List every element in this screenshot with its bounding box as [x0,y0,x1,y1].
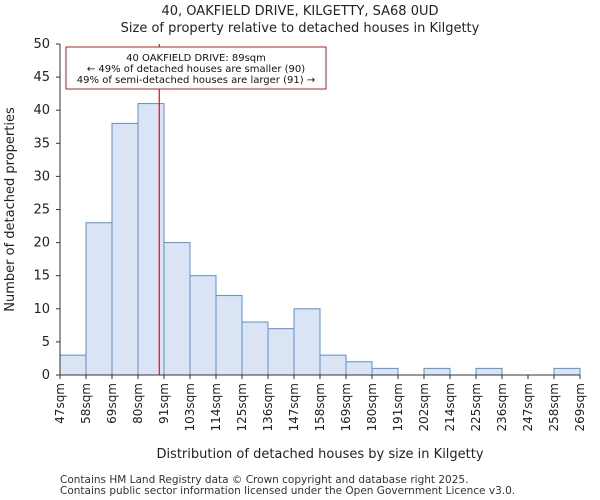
y-tick-label: 50 [33,37,50,52]
x-tick-label: 191sqm [391,383,405,431]
x-tick-label: 69sqm [105,383,119,424]
histogram-bar [371,367,399,376]
x-tick-label: 58sqm [79,383,93,424]
histogram-bar [111,122,139,376]
x-tick-label: 114sqm [209,383,223,431]
histogram-bar [241,321,269,376]
x-tick-label: 103sqm [183,383,197,431]
footer-attribution-line1: Contains HM Land Registry data © Crown c… [60,474,469,486]
y-tick-label: 45 [33,70,50,85]
footer-attribution-line2: Contains public sector information licen… [60,485,516,497]
histogram-bar [163,242,191,376]
annotation-text: ← 49% of detached houses are smaller (90… [87,64,305,75]
x-tick-label: 180sqm [365,383,379,431]
x-tick-label: 214sqm [443,383,457,431]
annotation-box [65,46,327,90]
y-axis-label: Number of detached properties [3,107,18,312]
x-tick-label: 136sqm [261,383,275,431]
y-tick-label: 25 [33,203,50,218]
histogram-bar [553,367,581,376]
x-tick-label: 91sqm [157,383,171,424]
x-tick-label: 158sqm [313,383,327,431]
histogram-bar [267,328,295,376]
y-tick-label: 0 [42,368,50,383]
histogram-bar [189,275,217,376]
histogram-bar [215,295,243,376]
x-tick-label: 125sqm [235,383,249,431]
y-tick-label: 30 [33,169,50,184]
x-tick-label: 247sqm [521,383,535,431]
x-tick-label: 225sqm [469,383,483,431]
histogram-bar [345,361,373,376]
x-tick-label: 47sqm [53,383,67,424]
x-tick-label: 258sqm [547,383,561,431]
y-tick-label: 5 [42,335,50,350]
x-tick-label: 202sqm [417,383,431,431]
x-tick-label: 269sqm [573,383,587,431]
histogram-bar [319,354,347,376]
histogram-chart: 0 5 10 15 20 25 30 35 40 45 50 47sqm 58sqm 69sqm 80sqm… [3,37,587,462]
x-tick-label: 169sqm [339,383,353,431]
histogram-bar [423,367,451,376]
chart-subtitle: Size of property relative to detached ho… [120,21,480,36]
annotation-text: 49% of semi-detached houses are larger (… [77,75,315,86]
y-tick-label: 15 [33,269,50,284]
y-tick-label: 40 [33,103,50,118]
annotation-text: 40 OAKFIELD DRIVE: 89sqm [126,53,266,64]
chart-title: 40, OAKFIELD DRIVE, KILGETTY, SA68 0UD [161,4,439,19]
x-tick-label: 80sqm [131,383,145,424]
x-axis-label: Distribution of detached houses by size … [156,447,483,462]
histogram-bar [85,222,113,376]
y-tick-label: 20 [33,236,50,251]
x-tick-label: 147sqm [287,383,301,431]
y-tick-label: 35 [33,136,50,151]
histogram-bar [137,103,165,376]
histogram-bar [59,354,87,376]
histogram-bar [293,308,321,376]
histogram-bar [475,367,503,376]
y-tick-label: 10 [33,302,50,317]
x-tick-label: 236sqm [495,383,509,431]
